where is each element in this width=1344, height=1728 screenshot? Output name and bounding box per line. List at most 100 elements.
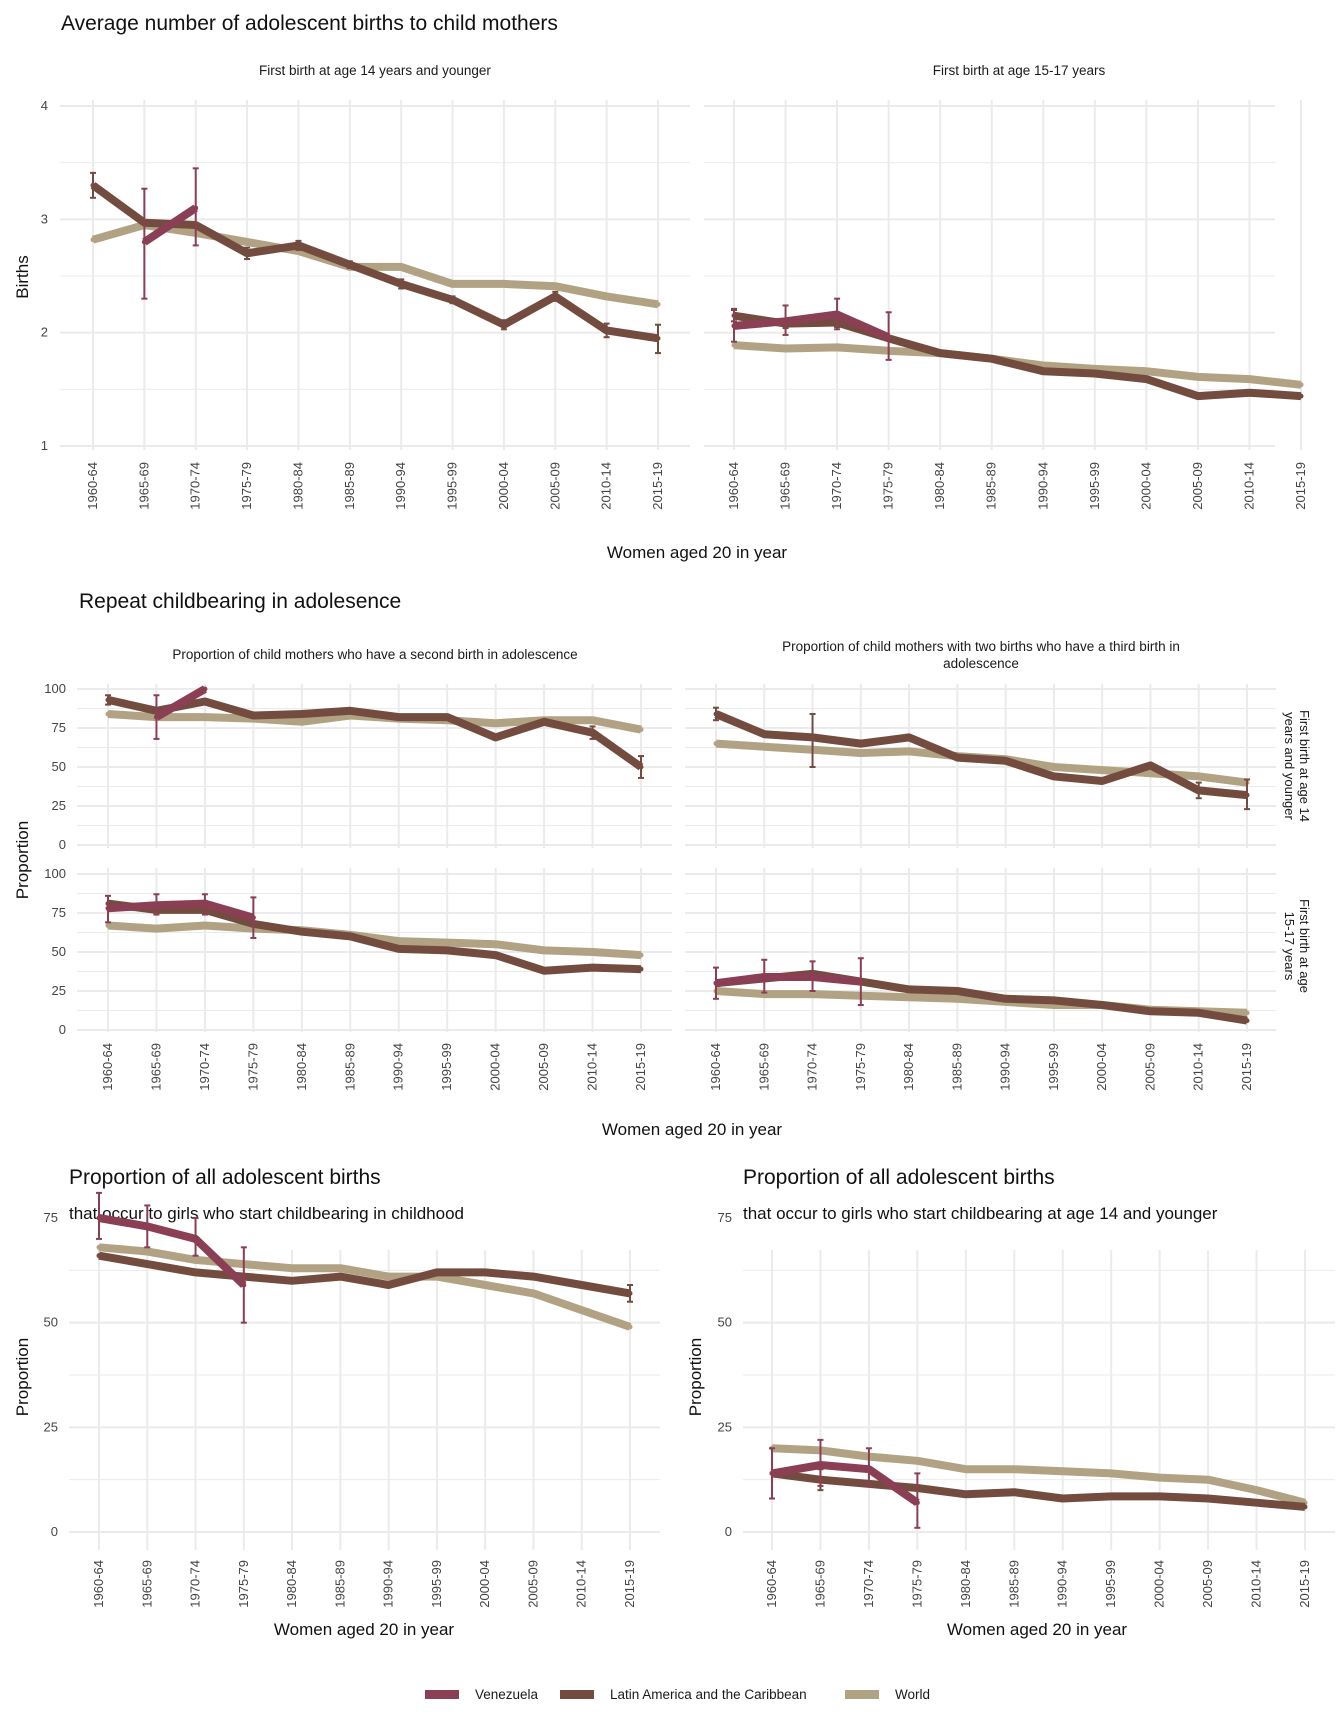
data-point — [858, 741, 864, 747]
section3-right-title: Proportion of all adolescent births — [743, 1166, 1055, 1189]
data-point — [989, 356, 995, 362]
section1-panel-left-strip: First birth at age 14 years and younger — [259, 63, 491, 78]
y-tick-label: 50 — [718, 1315, 732, 1330]
data-point — [202, 922, 208, 928]
data-point — [337, 1274, 343, 1280]
section3-left-subtitle: that occur to girls who start childbeari… — [69, 1204, 464, 1223]
x-tick-label: 2015-19 — [622, 1560, 637, 1608]
legend-swatch-world — [845, 1690, 879, 1699]
x-tick-label: 1990-94 — [381, 1560, 396, 1608]
data-point — [144, 1261, 150, 1267]
data-point — [1143, 376, 1149, 382]
y-tick-label: 50 — [52, 759, 66, 774]
data-point — [906, 994, 912, 1000]
x-tick-label: 2005-09 — [1142, 1043, 1157, 1091]
y-tick-label: 75 — [44, 1210, 58, 1225]
x-tick-label: 1965-69 — [148, 1043, 163, 1091]
x-tick-label: 2000-04 — [477, 1560, 492, 1608]
x-tick-label: 1970-74 — [188, 1560, 203, 1608]
series-venezuela — [141, 167, 199, 300]
section3-right-ylabel: Proportion — [686, 1338, 705, 1416]
data-point — [530, 1290, 536, 1296]
x-tick-label: 1985-89 — [342, 462, 357, 510]
series-line-latin-america-and-the-caribbean — [714, 710, 1248, 800]
section1-ylabel: Births — [13, 255, 32, 298]
x-tick-label: 1960-64 — [100, 1043, 115, 1091]
x-tick-label: 2005-09 — [525, 1560, 540, 1608]
series-line-latin-america-and-the-caribbean — [107, 695, 644, 771]
data-point — [1195, 374, 1201, 380]
data-point — [105, 711, 111, 717]
x-tick-label: 2015-19 — [1297, 1560, 1312, 1608]
data-point — [105, 922, 111, 928]
data-point — [1205, 1496, 1211, 1502]
data-point — [244, 239, 250, 245]
data-point — [1157, 1493, 1163, 1499]
data-point — [347, 708, 353, 714]
data-point — [289, 1278, 295, 1284]
data-point — [386, 1274, 392, 1280]
panel-3: 0 25 50 75 100 — [44, 681, 672, 852]
x-tick-label: 1995-99 — [1087, 462, 1102, 510]
x-tick-label: 2010-14 — [1241, 462, 1256, 510]
data-point — [1196, 1010, 1202, 1016]
x-tick-label: 1970-74 — [197, 1043, 212, 1091]
data-point — [914, 1458, 920, 1464]
x-tick-label: 1965-69 — [136, 462, 151, 510]
series-latin-america-and-the-caribbean — [713, 706, 1250, 811]
x-tick-label: 1990-94 — [1055, 1560, 1070, 1608]
data-point — [1040, 368, 1046, 374]
data-point — [906, 986, 912, 992]
y-tick-label: 75 — [718, 1210, 732, 1225]
x-tick-label: 1995-99 — [429, 1560, 444, 1608]
data-point — [1060, 1468, 1066, 1474]
data-point — [638, 727, 644, 733]
data-point — [1099, 778, 1105, 784]
data-point — [906, 748, 912, 754]
data-point — [963, 1491, 969, 1497]
section1-title: Average number of adolescent births to c… — [61, 12, 558, 35]
data-point — [153, 926, 159, 932]
x-tick-label: 2000-04 — [488, 1043, 503, 1091]
data-point — [1298, 382, 1304, 388]
data-point — [954, 755, 960, 761]
y-tick-label: 2 — [41, 325, 48, 340]
data-point — [530, 1274, 536, 1280]
data-point — [444, 714, 450, 720]
x-tick-label: 1980-84 — [901, 1043, 916, 1091]
data-point — [579, 1282, 585, 1288]
panel-1: 1 2 3 4 1960-64 1965-69 1970-74 1975-79 1980-84 1… — [41, 98, 690, 510]
data-point — [1051, 773, 1057, 779]
series-venezuela — [769, 1438, 921, 1529]
section3-right-subtitle: that occur to girls who start childbeari… — [743, 1204, 1218, 1223]
data-point — [541, 968, 547, 974]
x-tick-label: 1960-64 — [764, 1560, 779, 1608]
data-point — [552, 283, 558, 289]
y-tick-label: 25 — [718, 1419, 732, 1434]
x-tick-label: 1975-79 — [239, 462, 254, 510]
section3-left-title: Proportion of all adolescent births — [69, 1166, 381, 1189]
data-point — [202, 714, 208, 720]
data-point — [144, 1248, 150, 1254]
data-point — [1244, 1010, 1250, 1016]
panel-8: 0 25 50 75 1960-64 1965-69 1970-74 1975-79 1980-… — [718, 1210, 1335, 1608]
panel-4 — [685, 684, 1276, 848]
data-point — [398, 264, 404, 270]
svg-text:15-17 years: 15-17 years — [1282, 912, 1297, 981]
data-point — [579, 1307, 585, 1313]
data-point — [493, 734, 499, 740]
section3-left-xlabel: Women aged 20 in year — [274, 1620, 455, 1639]
section2-title: Repeat childbearing in adolesence — [79, 590, 401, 613]
x-tick-label: 2000-04 — [1152, 1560, 1167, 1608]
data-point — [1011, 1489, 1017, 1495]
y-tick-label: 25 — [52, 983, 66, 998]
x-tick-label: 1975-79 — [853, 1043, 868, 1091]
y-tick-label: 0 — [51, 1524, 58, 1539]
x-tick-label: 2015-19 — [650, 462, 665, 510]
series-line-world — [98, 1243, 632, 1331]
x-tick-label: 1980-84 — [932, 462, 947, 510]
data-point — [493, 952, 499, 958]
data-point — [761, 744, 767, 750]
x-tick-label: 1985-89 — [984, 462, 999, 510]
